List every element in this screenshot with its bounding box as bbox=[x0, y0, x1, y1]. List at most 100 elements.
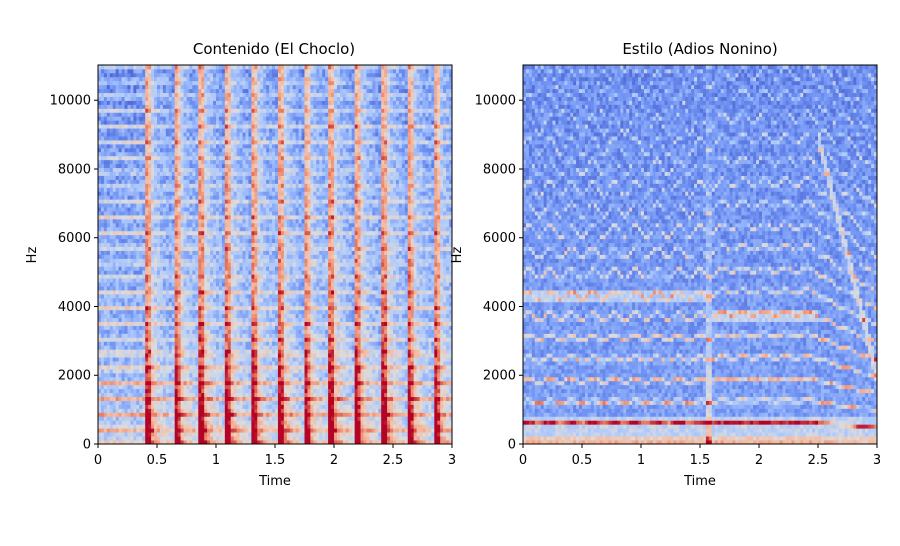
spectrogram-cell bbox=[204, 156, 207, 160]
spectrogram-cell bbox=[246, 207, 249, 211]
spectrogram-cell bbox=[154, 369, 157, 373]
spectrogram-cell bbox=[201, 389, 204, 393]
spectrogram-cell bbox=[116, 333, 119, 337]
spectrogram-cell bbox=[225, 187, 228, 191]
spectrogram-cell bbox=[154, 274, 157, 278]
spectrogram-cell bbox=[157, 65, 160, 69]
spectrogram-cell bbox=[145, 337, 148, 341]
spectrogram-cell bbox=[231, 408, 234, 412]
spectrogram-cell bbox=[110, 187, 113, 191]
spectrogram-cell bbox=[237, 302, 240, 306]
spectrogram-cell bbox=[213, 203, 216, 207]
spectrogram-cell bbox=[116, 310, 119, 314]
spectrogram-cell bbox=[101, 168, 104, 172]
spectrogram-cell bbox=[98, 93, 101, 97]
spectrogram-cell bbox=[133, 168, 136, 172]
spectrogram-cell bbox=[192, 85, 195, 89]
spectrogram-cell bbox=[130, 128, 133, 132]
spectrogram-cell bbox=[231, 424, 234, 428]
spectrogram-cell bbox=[169, 247, 172, 251]
spectrogram-cell bbox=[151, 160, 154, 164]
spectrogram-cell bbox=[184, 183, 187, 187]
spectrogram-cell bbox=[213, 318, 216, 322]
spectrogram-cell bbox=[207, 116, 210, 120]
spectrogram-cell bbox=[160, 337, 163, 341]
spectrogram-cell bbox=[151, 97, 154, 101]
spectrogram-cell bbox=[163, 243, 166, 247]
spectrogram-cell bbox=[189, 294, 192, 298]
spectrogram-cell bbox=[225, 333, 228, 337]
spectrogram-cell bbox=[178, 227, 181, 231]
spectrogram-cell bbox=[172, 176, 175, 180]
spectrogram-cell bbox=[151, 108, 154, 112]
spectrogram-cell bbox=[169, 373, 172, 377]
spectrogram-cell bbox=[172, 282, 175, 286]
spectrogram-cell bbox=[178, 365, 181, 369]
spectrogram-cell bbox=[189, 179, 192, 183]
spectrogram-cell bbox=[172, 361, 175, 365]
spectrogram-cell bbox=[204, 164, 207, 168]
spectrogram-cell bbox=[198, 239, 201, 243]
spectrogram-cell bbox=[178, 298, 181, 302]
spectrogram-cell bbox=[222, 282, 225, 286]
spectrogram-cell bbox=[101, 247, 104, 251]
spectrogram-cell bbox=[104, 211, 107, 215]
spectrogram-cell bbox=[192, 341, 195, 345]
spectrogram-cell bbox=[207, 294, 210, 298]
spectrogram-cell bbox=[184, 85, 187, 89]
spectrogram-cell bbox=[157, 436, 160, 440]
spectrogram-cell bbox=[195, 65, 198, 69]
spectrogram-cell bbox=[136, 97, 139, 101]
spectrogram-cell bbox=[225, 266, 228, 270]
spectrogram-cell bbox=[139, 290, 142, 294]
spectrogram-cell bbox=[172, 195, 175, 199]
spectrogram-cell bbox=[231, 314, 234, 318]
spectrogram-cell bbox=[210, 156, 213, 160]
spectrogram-cell bbox=[201, 85, 204, 89]
spectrogram-cell bbox=[240, 65, 243, 69]
spectrogram-cell bbox=[213, 420, 216, 424]
spectrogram-cell bbox=[172, 227, 175, 231]
spectrogram-cell bbox=[139, 428, 142, 432]
spectrogram-cell bbox=[163, 361, 166, 365]
spectrogram-cell bbox=[145, 207, 148, 211]
spectrogram-cell bbox=[136, 424, 139, 428]
spectrogram-cell bbox=[110, 211, 113, 215]
spectrogram-cell bbox=[189, 207, 192, 211]
spectrogram-cell bbox=[136, 286, 139, 290]
spectrogram-cell bbox=[234, 239, 237, 243]
spectrogram-cell bbox=[243, 231, 246, 235]
spectrogram-cell bbox=[175, 333, 178, 337]
spectrogram-cell bbox=[163, 318, 166, 322]
spectrogram-cell bbox=[243, 132, 246, 136]
spectrogram-cell bbox=[187, 401, 190, 405]
spectrogram-cell bbox=[136, 156, 139, 160]
spectrogram-cell bbox=[128, 112, 131, 116]
spectrogram-cell bbox=[216, 428, 219, 432]
spectrogram-cell bbox=[172, 156, 175, 160]
spectrogram-cell bbox=[222, 278, 225, 282]
spectrogram-cell bbox=[210, 136, 213, 140]
spectrogram-cell bbox=[160, 381, 163, 385]
spectrogram-cell bbox=[225, 219, 228, 223]
spectrogram-cell bbox=[237, 128, 240, 132]
spectrogram-cell bbox=[125, 341, 128, 345]
spectrogram-cell bbox=[195, 168, 198, 172]
spectrogram-cell bbox=[184, 176, 187, 180]
spectrogram-cell bbox=[213, 405, 216, 409]
spectrogram-cell bbox=[133, 381, 136, 385]
spectrogram-cell bbox=[157, 215, 160, 219]
spectrogram-cell bbox=[184, 294, 187, 298]
spectrogram-cell bbox=[119, 168, 122, 172]
spectrogram-cell bbox=[110, 369, 113, 373]
spectrogram-cell bbox=[113, 243, 116, 247]
spectrogram-cell bbox=[213, 176, 216, 180]
spectrogram-cell bbox=[187, 108, 190, 112]
spectrogram-cell bbox=[213, 286, 216, 290]
spectrogram-cell bbox=[181, 353, 184, 357]
spectrogram-cell bbox=[110, 152, 113, 156]
spectrogram-cell bbox=[163, 160, 166, 164]
spectrogram-cell bbox=[204, 397, 207, 401]
spectrogram-cell bbox=[213, 104, 216, 108]
spectrogram-cell bbox=[181, 270, 184, 274]
